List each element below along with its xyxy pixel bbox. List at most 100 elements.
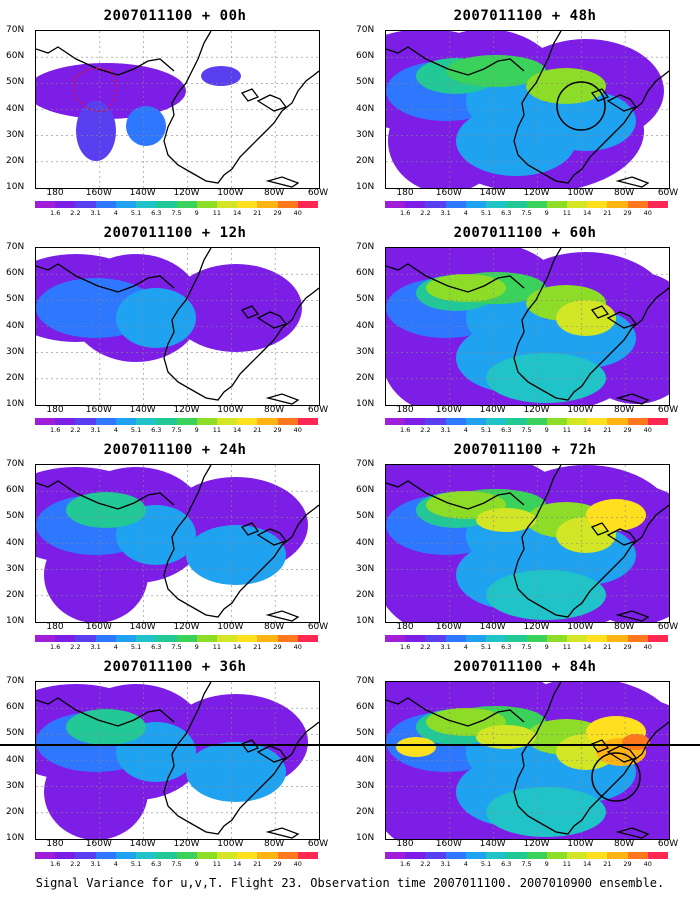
variance-map bbox=[385, 464, 670, 623]
longitude-label: 60W bbox=[657, 188, 679, 198]
colorbar-swatch bbox=[297, 635, 319, 642]
colorbar-label: 6.3 bbox=[151, 426, 162, 434]
latitude-label: 10N bbox=[356, 399, 375, 409]
colorbar-swatch bbox=[465, 635, 487, 642]
latitude-label: 40N bbox=[6, 103, 25, 114]
colorbar-swatch bbox=[196, 852, 217, 859]
latitude-label: 20N bbox=[356, 372, 375, 383]
colorbar-label: 5.1 bbox=[130, 643, 142, 651]
colorbar-swatch bbox=[136, 418, 157, 425]
colorbar-swatch bbox=[627, 201, 648, 208]
colorbar-swatch bbox=[55, 852, 76, 859]
latitude-label: 50N bbox=[6, 294, 25, 305]
colorbar-label: 11 bbox=[212, 426, 222, 434]
colorbar bbox=[385, 201, 669, 208]
colorbar-swatch bbox=[627, 418, 648, 425]
colorbar-label: 5.1 bbox=[480, 209, 492, 217]
colorbar-label: 4 bbox=[463, 209, 468, 217]
colorbar-swatch bbox=[55, 201, 76, 208]
latitude-label: 60N bbox=[6, 702, 25, 713]
colorbar-swatch bbox=[136, 852, 157, 859]
latitude-label: 60N bbox=[356, 51, 375, 62]
colorbar-label: 3.1 bbox=[90, 426, 101, 434]
variance-field bbox=[36, 467, 308, 622]
longitude-label: 80W bbox=[613, 839, 635, 849]
latitude-label: 40N bbox=[356, 754, 375, 765]
colorbar-label: 3.1 bbox=[90, 209, 101, 217]
longitude-label: 140W bbox=[129, 405, 156, 415]
longitude-label: 140W bbox=[479, 839, 506, 849]
colorbar-label: 9 bbox=[194, 426, 199, 434]
colorbar-swatch bbox=[95, 635, 116, 642]
longitude-label: 120W bbox=[523, 405, 550, 415]
latitude-label: 30N bbox=[356, 563, 375, 574]
latitude-label: 10N bbox=[356, 182, 375, 192]
colorbar-swatch bbox=[647, 201, 669, 208]
variance-map bbox=[385, 30, 670, 189]
colorbar-label: 4 bbox=[113, 860, 118, 868]
colorbar-label: 14 bbox=[583, 426, 592, 434]
longitude-label: 100W bbox=[217, 188, 244, 198]
colorbar-label: 9 bbox=[544, 860, 549, 868]
colorbar-swatch bbox=[277, 852, 298, 859]
colorbar-label: 7.5 bbox=[521, 209, 532, 217]
longitude-label: 140W bbox=[479, 405, 506, 415]
colorbar-label: 29 bbox=[273, 860, 282, 868]
latitude-label: 10N bbox=[6, 616, 25, 626]
latitude-label: 20N bbox=[356, 589, 375, 600]
colorbar-swatch bbox=[196, 635, 217, 642]
latitude-label: 50N bbox=[356, 728, 375, 739]
colorbar-swatch bbox=[647, 852, 669, 859]
colorbar-swatch bbox=[607, 201, 628, 208]
colorbar-label: 6.3 bbox=[151, 643, 162, 651]
colorbar-swatch bbox=[95, 201, 116, 208]
map-panel: 2007011100 + 72h 70N 60N 50N 40N 30N 20N 10N 18… bbox=[350, 434, 700, 652]
colorbar-swatch bbox=[257, 418, 278, 425]
colorbar-label: 5.1 bbox=[480, 860, 492, 868]
latitude-label: 30N bbox=[6, 563, 25, 574]
colorbar bbox=[385, 635, 669, 642]
colorbar-label: 21 bbox=[253, 860, 262, 868]
longitude-label: 60W bbox=[307, 622, 329, 632]
latitude-label: 70N bbox=[6, 25, 25, 35]
latitude-label: 10N bbox=[6, 182, 25, 192]
colorbar-label: 40 bbox=[643, 860, 652, 868]
latitude-label: 50N bbox=[356, 77, 375, 88]
latitude-label: 20N bbox=[356, 155, 375, 166]
colorbar-swatch bbox=[445, 852, 466, 859]
latitude-label: 30N bbox=[6, 129, 25, 140]
colorbar-label: 14 bbox=[583, 860, 592, 868]
longitude-label: 80W bbox=[263, 622, 285, 632]
colorbar-label: 29 bbox=[273, 426, 282, 434]
grid-lines bbox=[386, 465, 669, 622]
colorbar-label: 4 bbox=[463, 643, 468, 651]
colorbar bbox=[385, 852, 669, 859]
colorbar-swatch bbox=[566, 852, 588, 859]
longitude-label: 180 bbox=[396, 622, 414, 632]
colorbar-swatch bbox=[216, 635, 238, 642]
longitude-label: 60W bbox=[307, 839, 329, 849]
colorbar bbox=[35, 635, 319, 642]
colorbar-label: 21 bbox=[253, 426, 262, 434]
longitude-label: 80W bbox=[263, 839, 285, 849]
colorbar-label: 4 bbox=[463, 426, 468, 434]
panel-title: 2007011100 + 24h bbox=[103, 442, 247, 458]
colorbar-swatch bbox=[75, 201, 96, 208]
colorbar-label: 2.2 bbox=[420, 860, 431, 868]
colorbar bbox=[35, 201, 319, 208]
colorbar-swatch bbox=[647, 635, 669, 642]
colorbar-swatch bbox=[95, 852, 116, 859]
colorbar-label: 5.1 bbox=[130, 860, 142, 868]
grid-lines bbox=[386, 31, 669, 188]
variance-field bbox=[36, 63, 241, 161]
longitude-label: 80W bbox=[263, 188, 285, 198]
colorbar-label: 29 bbox=[623, 860, 632, 868]
colorbar-swatch bbox=[405, 418, 426, 425]
longitude-label: 180 bbox=[396, 405, 414, 415]
colorbar-label: 2.2 bbox=[420, 426, 431, 434]
longitude-label: 160W bbox=[435, 622, 462, 632]
colorbar-swatch bbox=[607, 635, 628, 642]
colorbar-label: 21 bbox=[603, 643, 612, 651]
latitude-label: 50N bbox=[356, 511, 375, 522]
latitude-label: 30N bbox=[6, 346, 25, 357]
